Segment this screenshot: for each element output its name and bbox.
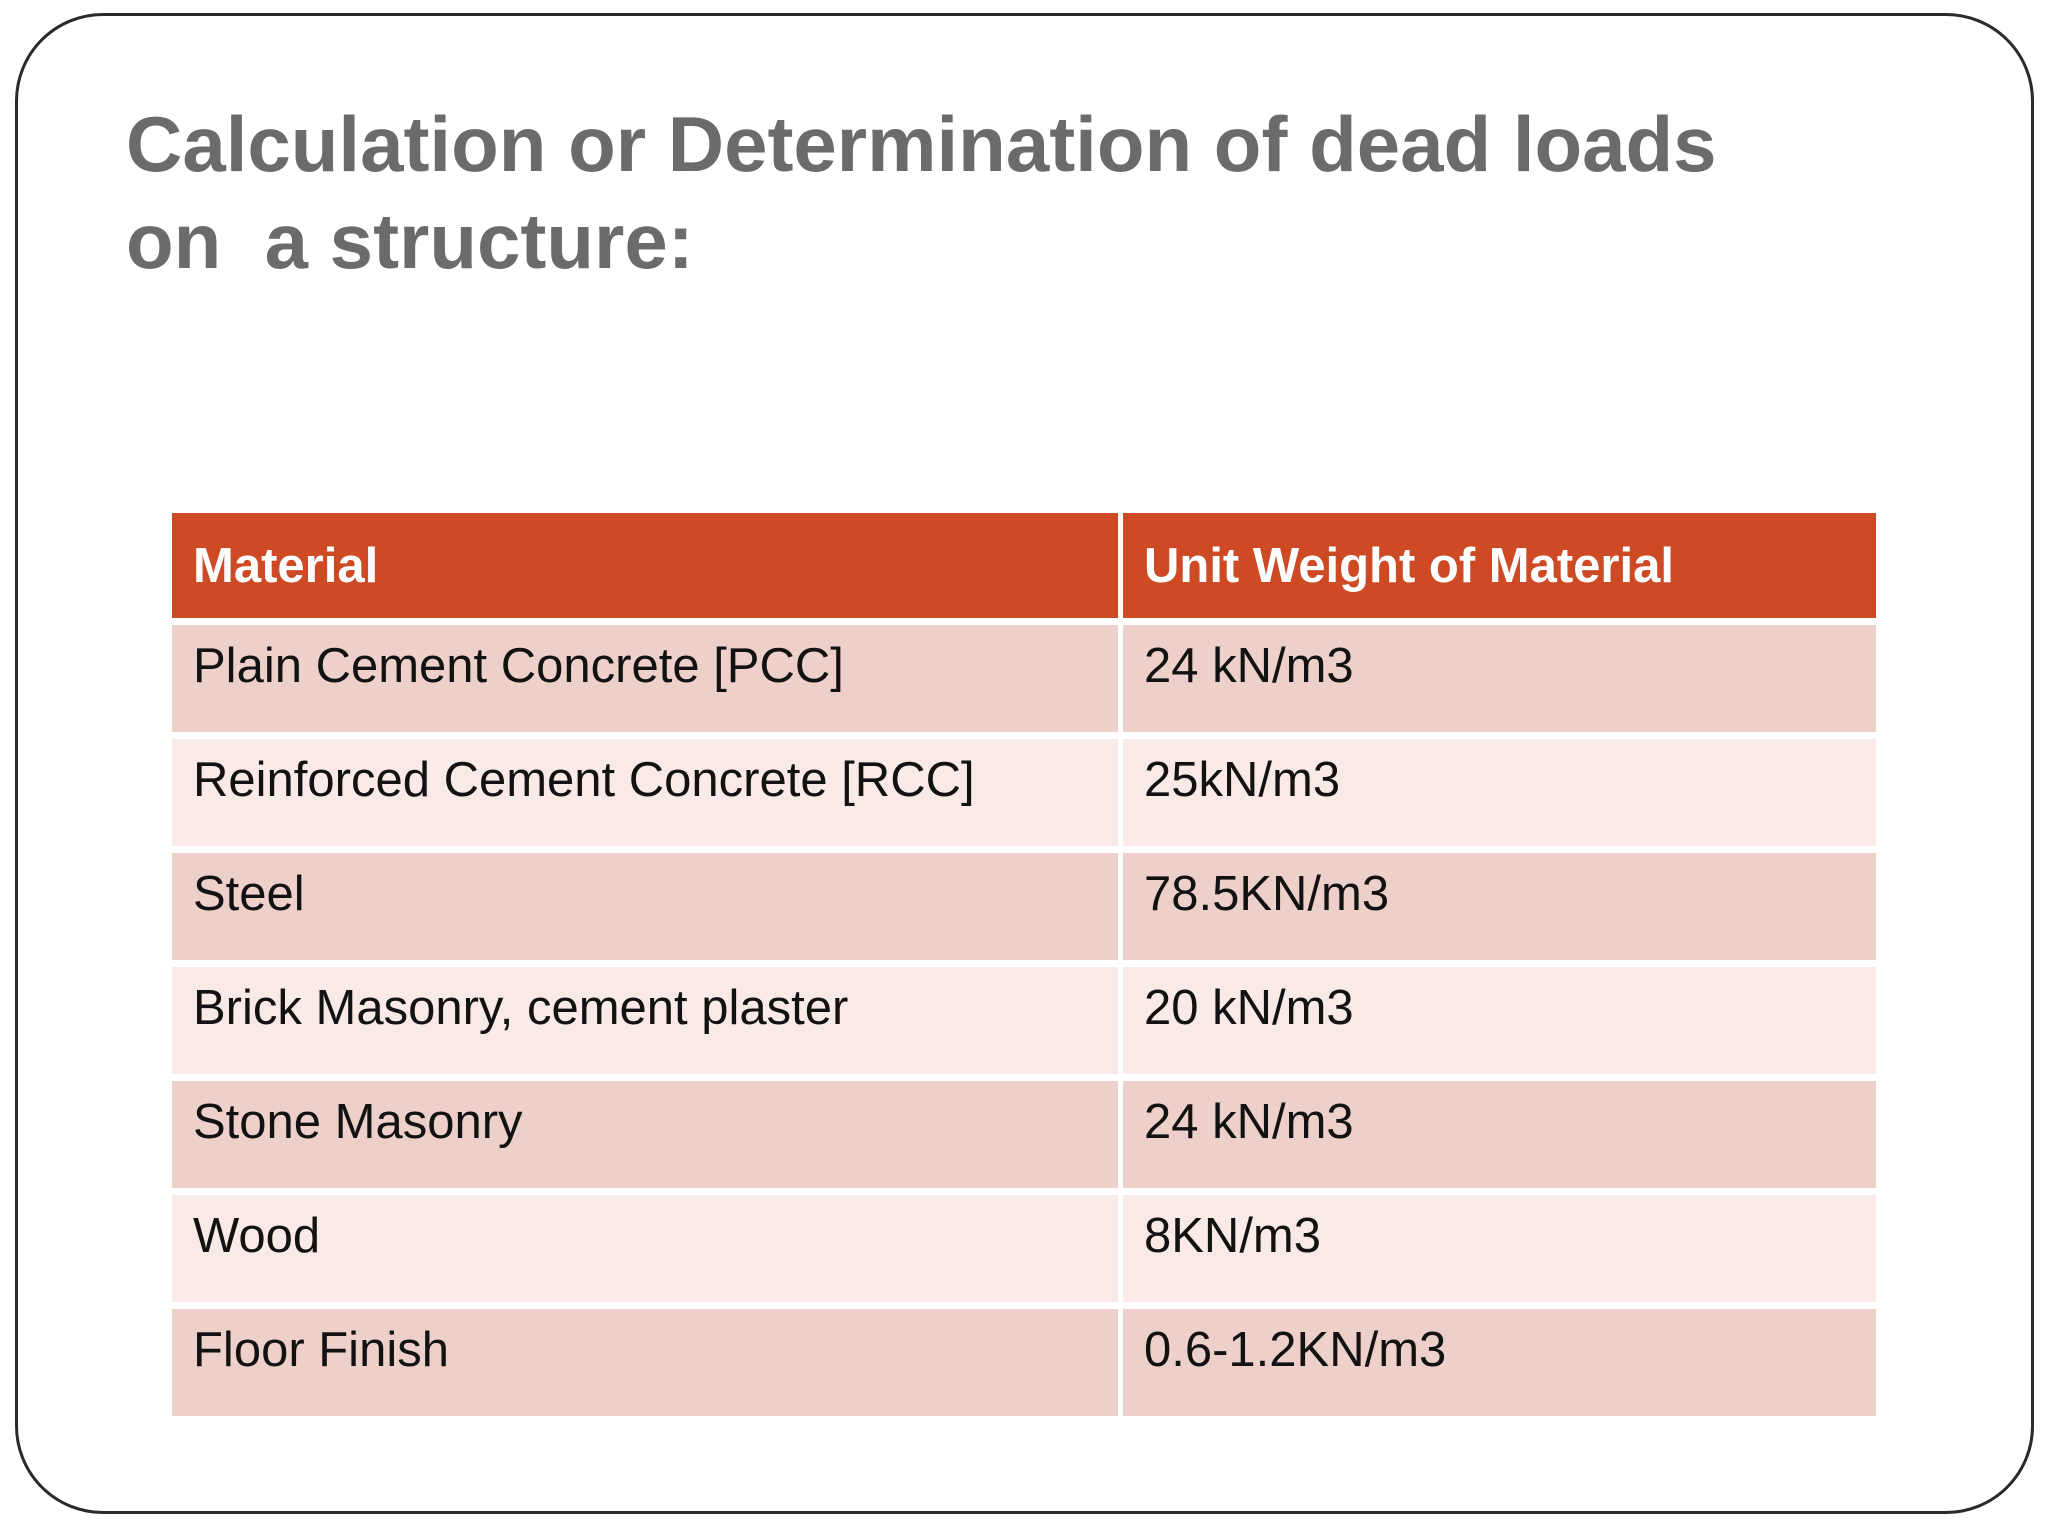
table-header-material: Material — [172, 513, 1118, 618]
table-cell-material: Reinforced Cement Concrete [RCC] — [172, 739, 1118, 846]
slide-title: Calculation or Determination of dead loa… — [126, 100, 1717, 285]
table-cell-material: Plain Cement Concrete [PCC] — [172, 625, 1118, 732]
table-cell-weight: 24 kN/m3 — [1123, 625, 1876, 732]
table-cell-weight: 20 kN/m3 — [1123, 967, 1876, 1074]
table-cell-material: Stone Masonry — [172, 1081, 1118, 1188]
table-cell-weight: 78.5KN/m3 — [1123, 853, 1876, 960]
table-cell-weight: 25kN/m3 — [1123, 739, 1876, 846]
table-cell-weight: 24 kN/m3 — [1123, 1081, 1876, 1188]
table-cell-weight: 0.6-1.2KN/m3 — [1123, 1309, 1876, 1416]
table-cell-material: Brick Masonry, cement plaster — [172, 967, 1118, 1074]
table-cell-material: Floor Finish — [172, 1309, 1118, 1416]
table-cell-weight: 8KN/m3 — [1123, 1195, 1876, 1302]
table-cell-material: Wood — [172, 1195, 1118, 1302]
dead-loads-table: Material Unit Weight of Material Plain C… — [172, 513, 1876, 1416]
table-cell-material: Steel — [172, 853, 1118, 960]
table-header-unit-weight: Unit Weight of Material — [1123, 513, 1876, 618]
